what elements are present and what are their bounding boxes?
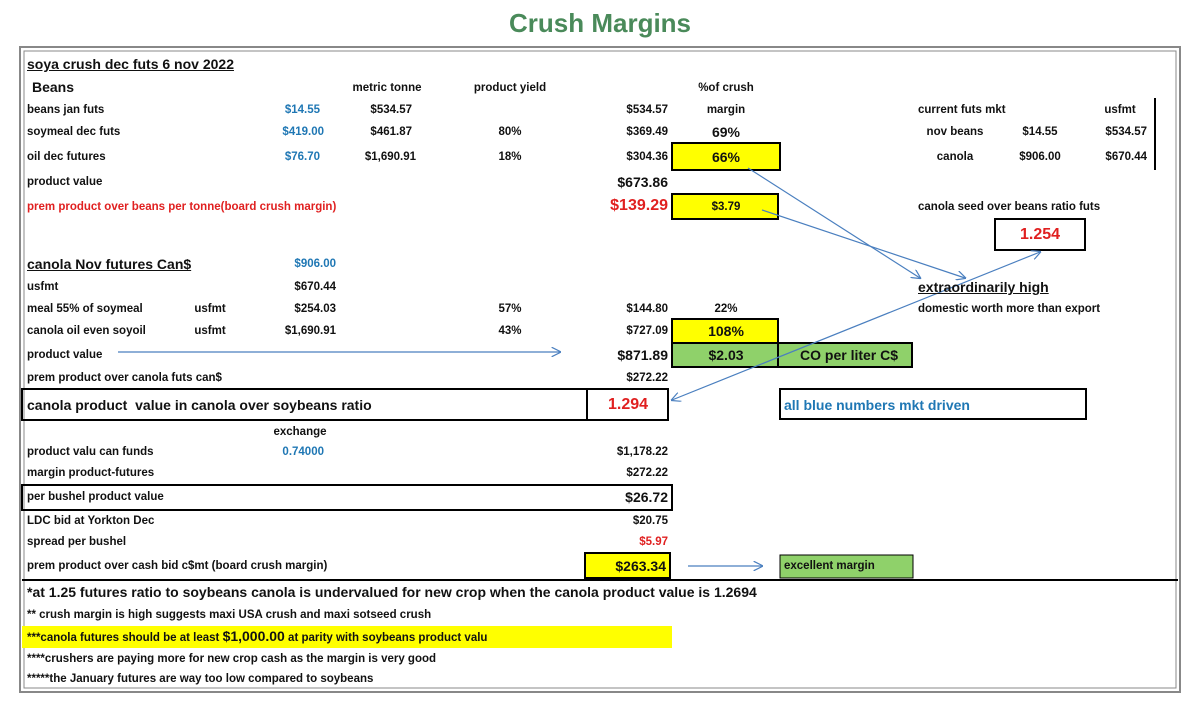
note-part: $1,000.00 bbox=[222, 628, 285, 644]
note: extraordinarily high bbox=[918, 279, 1049, 295]
cell: $534.57 bbox=[1105, 126, 1147, 138]
row-label: canola oil even soyoil bbox=[27, 325, 146, 337]
cell: $14.55 bbox=[284, 104, 320, 116]
cell: 80% bbox=[498, 126, 522, 138]
row-label: oil dec futures bbox=[27, 151, 106, 163]
cell: $906.00 bbox=[1019, 151, 1061, 163]
cell: $419.00 bbox=[282, 126, 324, 138]
cell: $1,178.22 bbox=[616, 446, 668, 458]
cell: $1,690.91 bbox=[364, 151, 416, 163]
col-header: %of crush bbox=[698, 82, 754, 94]
note-part: ***canola futures should be at least bbox=[27, 632, 223, 644]
cell: $304.36 bbox=[626, 151, 668, 163]
cell: $20.75 bbox=[632, 515, 668, 527]
cell: $670.44 bbox=[294, 281, 336, 293]
cell: $673.86 bbox=[617, 174, 668, 190]
row-label: margin product-futures bbox=[27, 467, 155, 479]
note: ****crushers are paying more for new cro… bbox=[27, 653, 437, 665]
cell: $369.49 bbox=[626, 126, 668, 138]
cell: 108% bbox=[708, 323, 744, 339]
cell: $670.44 bbox=[1105, 151, 1147, 163]
cell: $534.57 bbox=[370, 104, 412, 116]
cell: $871.89 bbox=[617, 347, 668, 363]
cell: 43% bbox=[498, 325, 522, 337]
cell: $727.09 bbox=[626, 325, 668, 337]
row-label: prem product over cash bid c$mt (board c… bbox=[27, 560, 328, 572]
col-header: usfmt bbox=[1104, 104, 1136, 116]
title: Crush Margins bbox=[508, 8, 692, 38]
cell: excellent margin bbox=[784, 560, 875, 572]
note: *****the January futures are way too low… bbox=[27, 673, 374, 685]
row-label: soymeal dec futs bbox=[27, 126, 121, 138]
parity-note: ***canola futures should be at least $1,… bbox=[27, 628, 487, 646]
cell: $272.22 bbox=[626, 372, 668, 384]
cell: $534.57 bbox=[626, 104, 668, 116]
row-label: product value bbox=[27, 349, 103, 361]
cell: $26.72 bbox=[625, 489, 668, 505]
row-label: beans jan futs bbox=[27, 104, 105, 116]
row-label: usfmt bbox=[27, 281, 59, 293]
label: canola seed over beans ratio futs bbox=[918, 201, 1101, 213]
cell: $906.00 bbox=[294, 258, 336, 270]
row-label: spread per bushel bbox=[27, 536, 127, 548]
cell: 22% bbox=[714, 303, 738, 315]
col-header: exchange bbox=[273, 426, 327, 438]
cell: $76.70 bbox=[284, 151, 320, 163]
note-part: at parity with soybeans product valu bbox=[284, 632, 488, 644]
ratio-value: 1.294 bbox=[607, 396, 649, 413]
row-label: prem product over canola futs can$ bbox=[27, 372, 222, 384]
cell: $1,690.91 bbox=[284, 325, 336, 337]
cell: $263.34 bbox=[615, 558, 666, 574]
heading: canola Nov futures Can$ bbox=[27, 256, 192, 272]
cell: usfmt bbox=[194, 303, 226, 315]
row-label: Beans bbox=[32, 79, 75, 95]
col-header: metric tonne bbox=[352, 82, 422, 94]
col-header: current futs mkt bbox=[918, 104, 1006, 116]
cell: $144.80 bbox=[626, 303, 668, 315]
cell: $461.87 bbox=[370, 126, 412, 138]
col-header: product yield bbox=[473, 82, 547, 94]
row-label: product value bbox=[27, 176, 103, 188]
cell: $139.29 bbox=[610, 197, 668, 214]
cell: 69% bbox=[711, 124, 741, 140]
cell: margin bbox=[706, 104, 746, 116]
cell: $2.03 bbox=[708, 347, 744, 363]
row-label: prem product over beans per tonne(board … bbox=[27, 201, 337, 213]
row-label: per bushel product value bbox=[27, 491, 164, 503]
note: domestic worth more than export bbox=[918, 303, 1101, 315]
note: ** crush margin is high suggests maxi US… bbox=[27, 609, 432, 621]
cell: $5.97 bbox=[639, 536, 668, 548]
row-label: canola product value in canola over soyb… bbox=[27, 397, 372, 413]
cell: 57% bbox=[498, 303, 522, 315]
cell: 18% bbox=[498, 151, 522, 163]
ratio-value: 1.254 bbox=[1019, 226, 1061, 243]
heading: soya crush dec futs 6 nov 2022 bbox=[27, 56, 234, 72]
legend-note: all blue numbers mkt driven bbox=[784, 397, 970, 413]
cell: $14.55 bbox=[1022, 126, 1058, 138]
cell: $254.03 bbox=[294, 303, 336, 315]
note: *at 1.25 futures ratio to soybeans canol… bbox=[27, 584, 757, 600]
cell: $272.22 bbox=[626, 467, 668, 479]
row-label: LDC bid at Yorkton Dec bbox=[27, 515, 155, 527]
cell: 66% bbox=[711, 149, 741, 165]
row-label: nov beans bbox=[926, 126, 984, 138]
cell: usfmt bbox=[194, 325, 226, 337]
row-label: canola bbox=[936, 151, 974, 163]
cell: CO per liter C$ bbox=[800, 347, 899, 363]
cell: 0.74000 bbox=[282, 446, 324, 458]
row-label: meal 55% of soymeal bbox=[27, 303, 143, 315]
cell: $3.79 bbox=[711, 201, 741, 213]
row-label: product valu can funds bbox=[27, 446, 154, 458]
